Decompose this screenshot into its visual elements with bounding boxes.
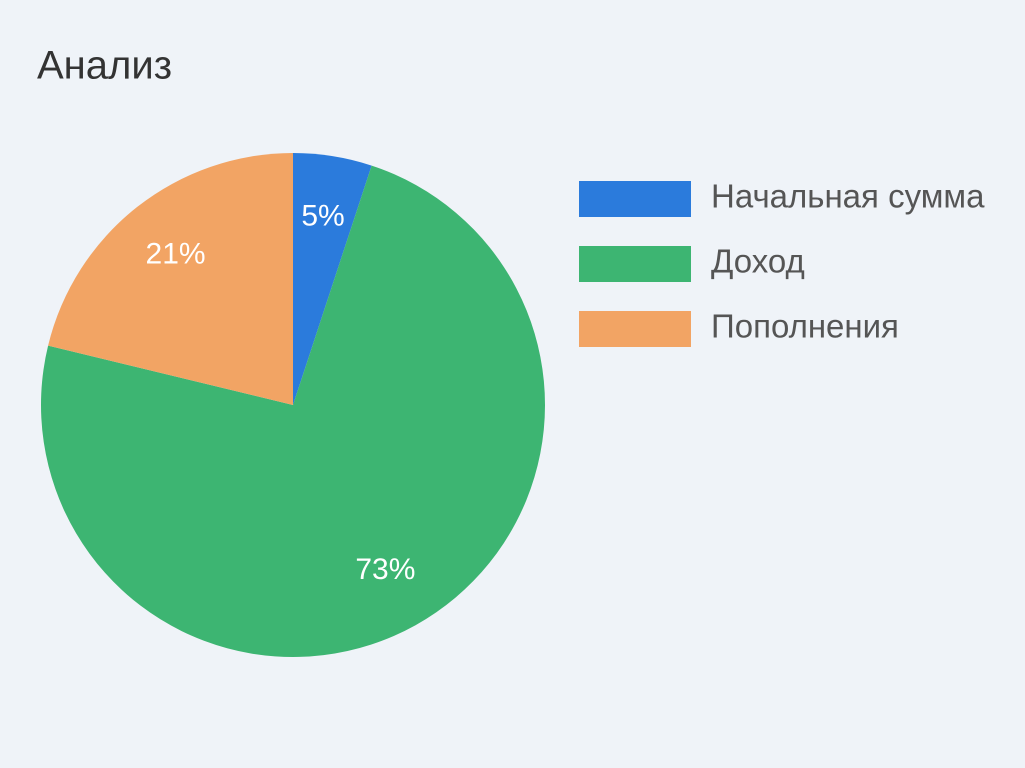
legend-swatch bbox=[579, 311, 691, 347]
legend-label: Начальная сумма bbox=[711, 178, 985, 215]
slice-label: 73% bbox=[355, 553, 415, 586]
legend-swatch bbox=[579, 181, 691, 217]
legend-swatch bbox=[579, 246, 691, 282]
slice-label: 5% bbox=[301, 199, 344, 232]
slice-label: 21% bbox=[146, 238, 206, 271]
legend-label: Доход bbox=[711, 243, 805, 280]
legend-label: Пополнения bbox=[711, 308, 899, 345]
pie-slice bbox=[293, 153, 372, 405]
chart-title: Анализ bbox=[37, 44, 172, 88]
pie-slice bbox=[48, 153, 293, 405]
pie-slice bbox=[40, 165, 546, 657]
